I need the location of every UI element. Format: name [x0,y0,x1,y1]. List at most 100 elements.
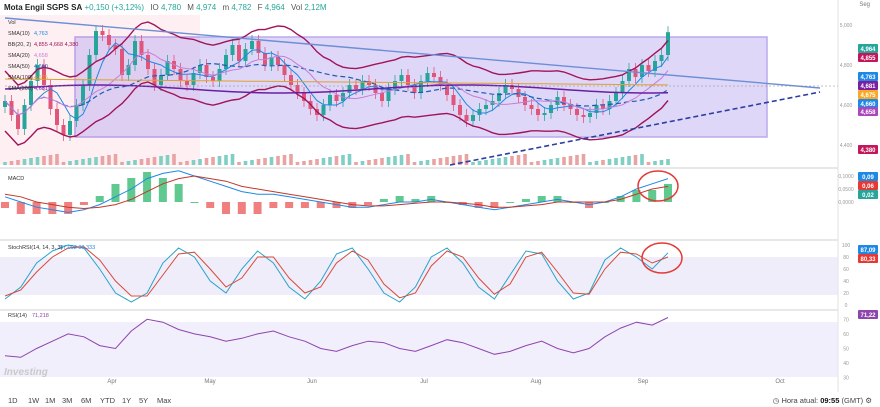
volume-bar [139,159,144,165]
volume-bar [399,155,404,165]
rsi-axis-tick: 60 [843,332,849,338]
stoch-band [0,257,838,295]
candle-body [74,105,79,121]
candle-body [237,45,241,61]
clock-icon: ◷ [772,396,780,405]
price-tag-label: 4,380 [860,148,876,154]
candle-body [575,109,579,115]
volume-bar [191,160,196,165]
price-tag [858,99,878,108]
clock-tz: (GMT) [841,396,864,405]
range-1w[interactable]: 1W [28,396,40,405]
volume-bar [497,158,501,165]
candle-body [172,61,176,69]
volume-bar [94,157,98,165]
legend-vol: Vol [8,20,16,26]
volume-bar [568,156,573,165]
sma50-line [4,62,669,116]
volume-bar [211,157,215,165]
range-ytd[interactable]: YTD [100,396,115,405]
volume-bar [620,157,625,165]
volume-bar [198,159,202,165]
candle-body [510,85,514,89]
volume-bar [315,159,319,165]
candle-body [250,41,254,49]
candle-body [399,75,404,81]
volume-bar [386,157,391,165]
volume-bar [458,155,462,165]
volume-bar [360,161,365,165]
candle-body [68,121,72,135]
range-1m[interactable]: 1M [45,396,56,405]
candle-body [152,69,157,85]
range-1y[interactable]: 1Y [122,396,132,405]
candle-body [185,81,189,85]
volume-bar [16,160,20,165]
macd-histogram-bar [158,178,167,202]
rsi-band [0,322,838,377]
candle-body [581,115,586,117]
volume-bar [406,154,410,165]
legend-sma10-value: 4,763 [34,31,48,37]
volume-bar [601,160,605,165]
stoch-axis-tick: 40 [843,279,849,285]
legend-stochrsi-values: 87,092 80,333 [60,245,95,251]
volume-bar [607,159,612,165]
macd-tag [858,181,878,190]
month-tick: Jun [307,379,317,385]
macd-histogram-bar [16,202,25,214]
candle-body [529,105,534,109]
macd-histogram-bar [285,202,294,208]
volume-bar [471,162,475,165]
range-max[interactable]: Max [157,396,172,405]
volume-bar [373,159,378,165]
candle-body [198,65,202,73]
volume-bar [178,162,183,165]
legend-macd: MACD [8,176,24,182]
volume-bar [666,159,670,165]
range-6m[interactable]: 6M [81,396,92,405]
candle-body [321,105,326,115]
price-axis-tick: 4,400 [840,143,853,149]
price-tag [858,72,878,81]
range-3m[interactable]: 3M [62,396,73,405]
range-5y[interactable]: 5Y [139,396,149,405]
macd-axis-tick: 0,0000 [838,200,854,206]
volume-bar [159,156,163,165]
volume-bar [490,159,495,165]
stoch-axis-tick: 0 [845,303,848,309]
settings-icon[interactable]: ⚙ [865,396,872,405]
macd-histogram-bar [269,202,278,208]
volume-bar [380,158,384,165]
candle-body [178,69,183,81]
candle-body [133,41,137,65]
investing-logo: Investing [4,367,48,378]
clock: ◷ Hora atual: 09:55 (GMT) ⚙ [773,396,872,405]
instrument-title: Mota Engil SGPS SA [4,3,83,12]
candle-body [354,85,358,89]
volume-bar [659,160,664,165]
volume-bar [529,162,534,165]
volume-bar [334,156,339,165]
candle-body [269,57,274,65]
candle-body [406,75,410,85]
volume-bar [230,154,235,165]
volume-bar [55,154,59,165]
candle-body [81,85,85,105]
candle-body [627,69,631,81]
clock-time: 09:55 [820,396,840,405]
trendline-down [4,17,821,89]
volume-label: Vol [291,3,303,12]
volume-bar [575,155,579,165]
legend-sma200-value: 4,681 [34,86,48,92]
candle-body [503,85,508,93]
volume-bar [152,157,157,165]
volume-bar [562,157,566,165]
range-1d[interactable]: 1D [8,396,18,405]
macd-tag [858,172,878,181]
sma10-line [4,42,669,120]
volume-bar [113,154,118,165]
sma20-line [4,51,669,116]
high-label: M [187,3,194,12]
month-tick: Aug [531,379,542,385]
